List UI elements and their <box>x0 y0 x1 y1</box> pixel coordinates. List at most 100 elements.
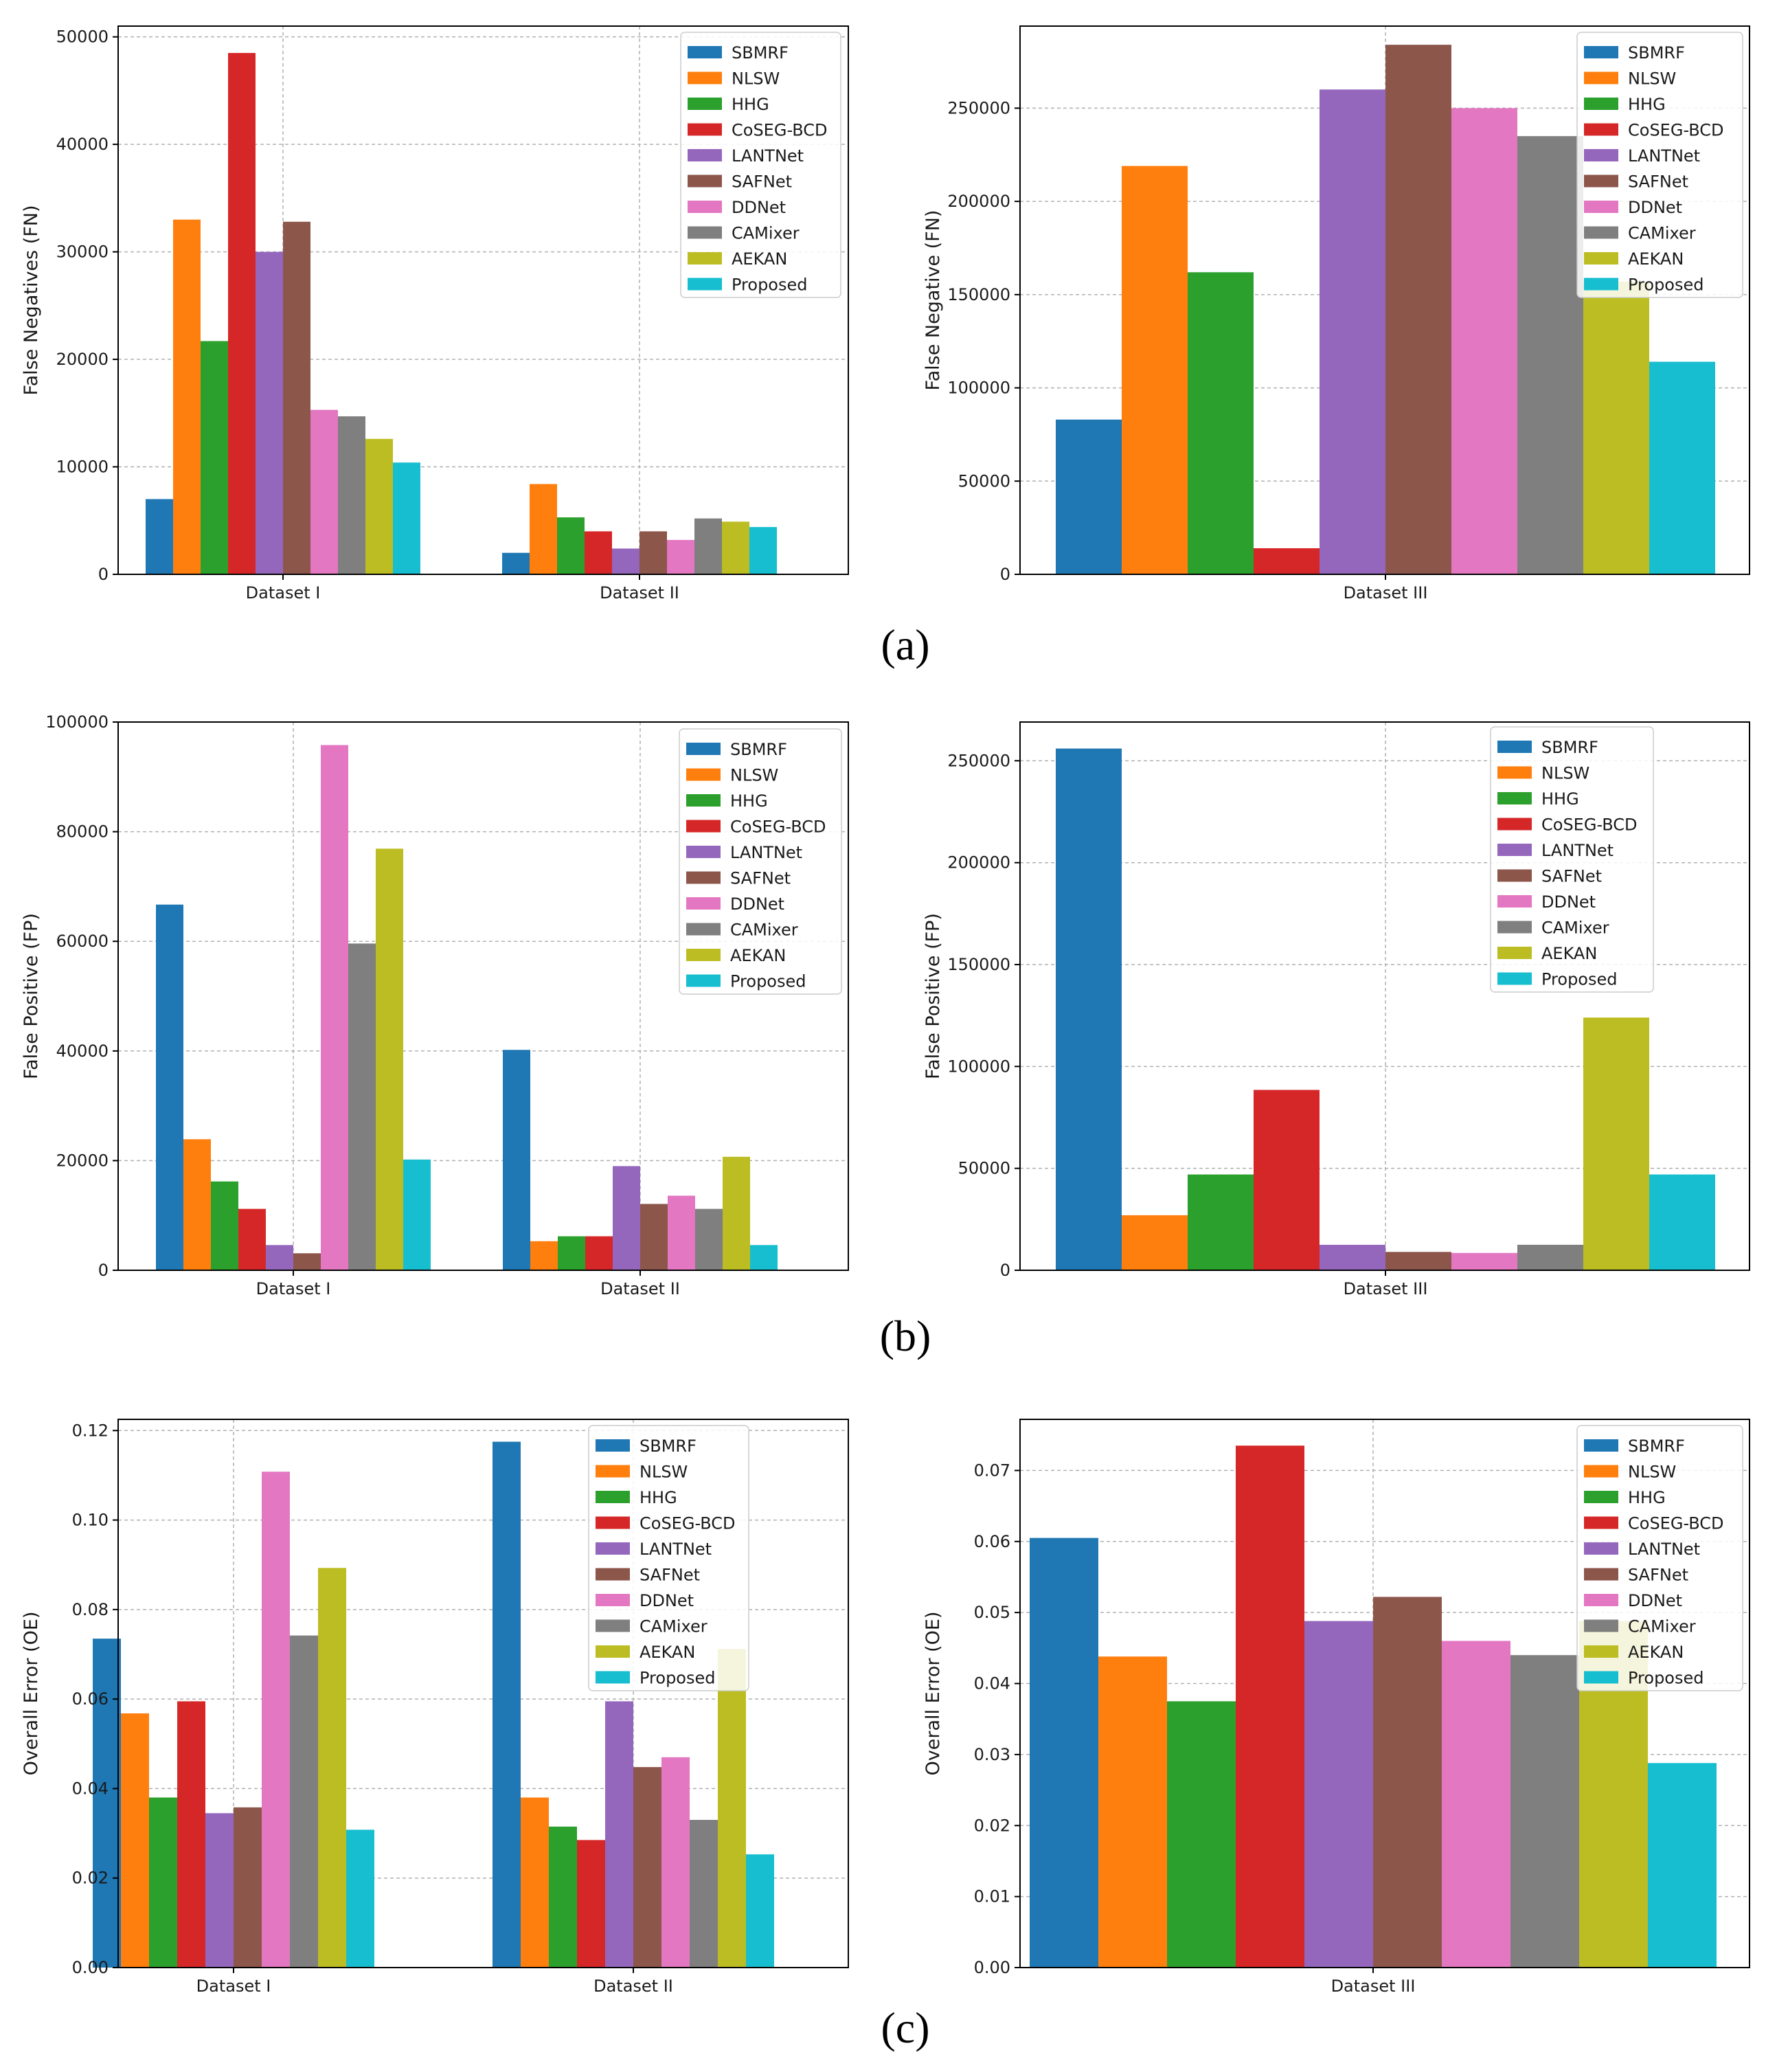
bar-safnet-dataset-i <box>283 221 310 574</box>
legend-swatch <box>596 1542 630 1555</box>
bar-hhg-dataset-ii <box>557 517 585 574</box>
legend-swatch <box>686 820 721 833</box>
bar-aekan-dataset-iii <box>1583 281 1649 574</box>
bar-aekan-dataset-ii <box>718 1649 746 1968</box>
legend-swatch <box>688 174 722 188</box>
legend-swatch <box>596 1671 630 1684</box>
bar-safnet-dataset-iii <box>1385 1252 1451 1270</box>
bar-coseg-bcd-dataset-ii <box>585 1236 613 1270</box>
bar-sbmrf-dataset-i <box>146 499 173 574</box>
x-tick-label: Dataset III <box>1344 583 1428 603</box>
legend-box <box>1576 1425 1743 1691</box>
x-tick-label: Dataset II <box>593 1977 673 1996</box>
legend-entry-label: SAFNet <box>1628 1566 1688 1585</box>
legend: SBMRF NLSW HHG CoSEG-BCD LANTNet SAFNet DDNet C… <box>680 32 841 298</box>
y-tick-label: 20000 <box>56 1151 109 1170</box>
bar-proposed-dataset-ii <box>746 1854 774 1968</box>
chart-4: 0 50000 100000 150000 200000 250000 Dataset II… <box>922 721 1750 1298</box>
bar-proposed-dataset-i <box>346 1829 374 1968</box>
legend-entry-label: LANTNet <box>1628 146 1700 166</box>
panel-caption-b: (b) <box>880 1311 931 1360</box>
legend-entry-label: Proposed <box>1628 275 1704 295</box>
legend-swatch <box>1497 895 1532 908</box>
legend-entry-label: AEKAN <box>1628 1643 1684 1662</box>
bar-nlsw-dataset-ii <box>530 484 557 574</box>
y-tick-label: 0.08 <box>72 1600 109 1619</box>
y-tick-label: 0 <box>1000 565 1010 584</box>
legend-swatch <box>1584 174 1618 188</box>
legend-entry-label: SAFNet <box>730 869 791 888</box>
bar-lantnet-dataset-i <box>266 1245 293 1270</box>
legend: SBMRF NLSW HHG CoSEG-BCD LANTNet SAFNet DDNet C… <box>679 728 842 995</box>
y-tick-label: 250000 <box>947 751 1010 770</box>
legend-swatch <box>686 846 721 858</box>
legend-swatch <box>1584 252 1618 264</box>
legend-entry-label: SBMRF <box>639 1437 697 1456</box>
bar-sbmrf-dataset-i <box>93 1639 121 1968</box>
bar-safnet-dataset-i <box>234 1807 262 1968</box>
legend-entry-label: LANTNet <box>639 1540 712 1559</box>
y-axis-label: Overall Error (OE) <box>922 1612 944 1776</box>
legend-entry-label: CoSEG-BCD <box>1541 815 1638 835</box>
bar-nlsw-dataset-i <box>121 1713 149 1968</box>
legend-swatch <box>686 871 721 884</box>
y-axis-label: False Positive (FP) <box>21 913 42 1079</box>
legend-swatch <box>686 743 721 755</box>
legend-entry-label: SAFNet <box>1628 172 1688 192</box>
legend-swatch <box>1584 278 1618 291</box>
y-tick-label: 0.00 <box>974 1958 1010 1977</box>
bar-ddnet-dataset-iii <box>1442 1641 1510 1968</box>
y-tick-label: 30000 <box>56 243 109 262</box>
x-tick-label: Dataset II <box>600 1279 680 1298</box>
legend-entry-label: DDNet <box>639 1591 694 1610</box>
legend-swatch <box>1497 844 1532 856</box>
legend-entry-label: AEKAN <box>639 1643 695 1662</box>
y-tick-label: 40000 <box>56 1041 109 1061</box>
legend-swatch <box>1584 1516 1618 1529</box>
legend-swatch <box>688 201 722 213</box>
legend-entry-label: NLSW <box>1628 1463 1676 1482</box>
legend-swatch <box>688 46 722 58</box>
y-tick-label: 0.10 <box>72 1511 109 1530</box>
legend-entry-label: HHG <box>732 95 769 114</box>
legend-entry-label: Proposed <box>639 1669 716 1688</box>
x-tick-label: Dataset III <box>1331 1977 1416 1996</box>
legend-entry-label: AEKAN <box>732 249 787 269</box>
legend-entry-label: HHG <box>1541 789 1579 809</box>
x-tick-label: Dataset I <box>246 583 321 603</box>
bar-safnet-dataset-ii <box>640 1204 668 1270</box>
legend-entry-label: CoSEG-BCD <box>732 121 828 140</box>
bar-camixer-dataset-iii <box>1510 1655 1579 1968</box>
legend-entry-label: SBMRF <box>730 740 787 759</box>
bar-aekan-dataset-i <box>318 1568 346 1968</box>
bar-camixer-dataset-iii <box>1517 1244 1583 1270</box>
legend-swatch <box>688 123 722 136</box>
legend-swatch <box>688 278 722 291</box>
legend: SBMRF NLSW HHG CoSEG-BCD LANTNet SAFNet DDNet C… <box>588 1425 749 1691</box>
legend-entry-label: SAFNet <box>732 172 792 192</box>
legend-entry-label: NLSW <box>730 766 778 785</box>
chart-5: 0.00 0.02 0.04 0.06 0.08 0.10 0.12 Dataset I Dat… <box>21 1419 849 1996</box>
legend-swatch <box>688 226 722 239</box>
legend-entry-label: DDNet <box>1628 1591 1682 1610</box>
legend-swatch <box>1497 792 1532 804</box>
bar-ddnet-dataset-i <box>262 1472 290 1968</box>
legend-entry-label: DDNet <box>1541 892 1596 912</box>
y-axis-label: False Negative (FN) <box>922 210 944 391</box>
y-tick-label: 0 <box>1000 1261 1010 1280</box>
y-tick-label: 100000 <box>45 712 109 732</box>
bar-hhg-dataset-i <box>201 341 228 574</box>
bar-camixer-dataset-iii <box>1517 136 1583 575</box>
legend-swatch <box>1584 1542 1618 1555</box>
legend-swatch <box>686 923 721 936</box>
legend-entry-label: SAFNet <box>639 1566 700 1585</box>
y-tick-label: 150000 <box>947 285 1010 304</box>
bar-coseg-bcd-dataset-ii <box>585 531 612 574</box>
legend-swatch <box>596 1645 630 1658</box>
y-axis-label: False Positive (FP) <box>922 913 944 1079</box>
bar-hhg-dataset-i <box>211 1181 238 1270</box>
y-tick-label: 200000 <box>947 192 1010 211</box>
bar-sbmrf-dataset-iii <box>1056 419 1122 574</box>
bar-safnet-dataset-ii <box>639 531 667 574</box>
legend-swatch <box>686 768 721 781</box>
